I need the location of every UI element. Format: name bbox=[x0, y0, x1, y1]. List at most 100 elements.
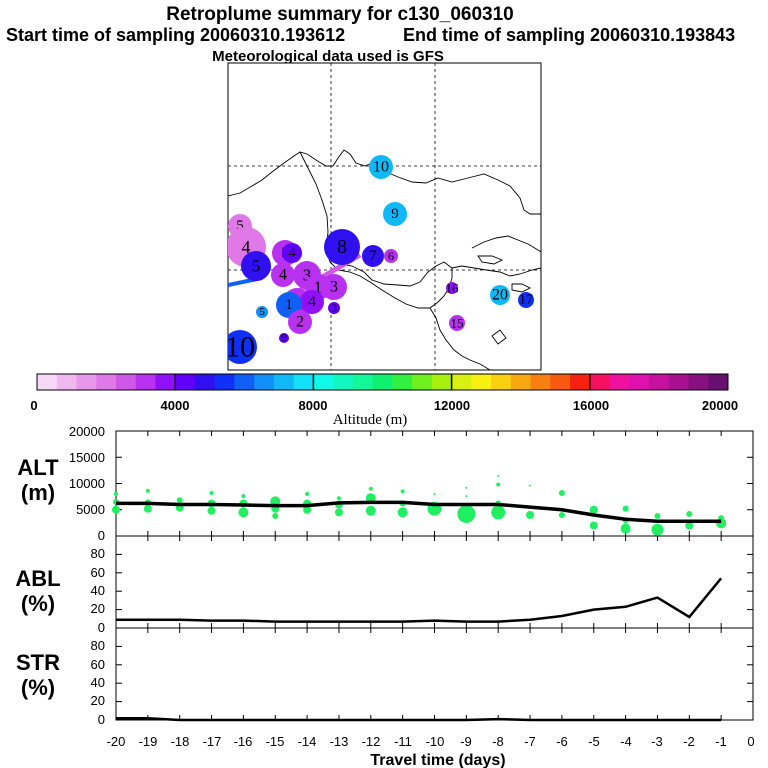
x-tick: -8 bbox=[492, 734, 504, 749]
colorbar-tick: 0 bbox=[30, 398, 37, 413]
colorbar-swatch bbox=[56, 374, 77, 390]
x-tick: -13 bbox=[330, 734, 349, 749]
abl-line bbox=[116, 577, 723, 623]
plume-circle-day-2 bbox=[288, 310, 312, 334]
colorbar-swatch bbox=[115, 374, 137, 390]
abl-ylabel: ABL bbox=[15, 566, 60, 591]
alt-scatter-point bbox=[491, 505, 506, 520]
alt-scatter-point bbox=[589, 505, 598, 514]
alt-scatter-point bbox=[241, 494, 246, 499]
plume-circle-day-3 bbox=[321, 274, 347, 300]
colorbar-tick: 20000 bbox=[702, 398, 738, 413]
plume-label-day-5: 5 bbox=[252, 257, 261, 276]
colorbar-swatch bbox=[609, 374, 630, 390]
figure-title: Retroplume summary for c130_060310 bbox=[166, 4, 513, 25]
colorbar-swatch bbox=[668, 374, 690, 390]
alt-scatter-point bbox=[145, 488, 150, 493]
x-tick: 0 bbox=[747, 734, 754, 749]
colorbar-swatch bbox=[372, 374, 393, 390]
alt-scatter-point bbox=[143, 504, 152, 513]
colorbar-swatch bbox=[649, 374, 670, 390]
met-data-label: Meteorological data used is GFS bbox=[212, 48, 444, 65]
plume-circle-day-4 bbox=[300, 290, 324, 314]
abl-ytick: 40 bbox=[91, 583, 105, 598]
colorbar-swatch bbox=[273, 374, 295, 390]
alt-scatter-point bbox=[685, 521, 694, 530]
colorbar-swatch bbox=[570, 374, 591, 390]
alt-scatter-point bbox=[112, 505, 120, 514]
colorbar-swatch bbox=[629, 374, 650, 390]
colorbar-swatch bbox=[293, 374, 314, 390]
alt-scatter-point bbox=[176, 497, 183, 504]
plume-label-day-4: 4 bbox=[288, 245, 296, 261]
colorbar-swatch bbox=[550, 374, 571, 390]
colorbar-swatch bbox=[194, 374, 216, 390]
x-tick: -20 bbox=[107, 734, 126, 749]
plume-circle-day-10 bbox=[228, 330, 257, 364]
plume-circle-day-8 bbox=[324, 229, 360, 265]
x-tick: -18 bbox=[171, 734, 190, 749]
colorbar-swatch bbox=[96, 374, 117, 390]
coastlines bbox=[228, 149, 541, 370]
colorbar-swatch bbox=[491, 374, 512, 390]
start-time-label: Start time of sampling 20060310.193612 bbox=[6, 25, 345, 45]
colorbar-swatch bbox=[175, 374, 196, 390]
alt-scatter-point bbox=[620, 523, 631, 534]
colorbar-swatch bbox=[234, 374, 255, 390]
colorbar-swatch bbox=[510, 374, 532, 390]
plume-label-day-1: 1 bbox=[314, 278, 323, 297]
str-ytick: 0 bbox=[98, 712, 105, 727]
alt-scatter-point bbox=[336, 496, 341, 501]
retroplume-map: 10 9 5 4 5 5 4 8 7 6 3 4 1 3 bbox=[227, 62, 542, 371]
colorbar-swatch bbox=[392, 374, 413, 390]
x-tick: -14 bbox=[298, 734, 317, 749]
plume-circle-day-4 bbox=[271, 263, 295, 287]
plume-label-day-4: 4 bbox=[242, 237, 251, 257]
colorbar-swatch bbox=[333, 374, 354, 390]
alt-scatter-point bbox=[238, 507, 249, 518]
plume-label-day-6: 6 bbox=[388, 249, 394, 263]
plume-label-day-16: 16 bbox=[446, 281, 460, 296]
alt-scatter-point bbox=[686, 510, 693, 517]
alt-ytick: 0 bbox=[98, 528, 105, 543]
x-tick: -15 bbox=[266, 734, 285, 749]
alt-scatter-point bbox=[209, 490, 214, 495]
str-panel-frame bbox=[115, 627, 754, 721]
str-line bbox=[116, 716, 722, 722]
alt-scatter-point bbox=[589, 521, 598, 530]
str-ylabel: STR bbox=[16, 650, 60, 675]
plume-circle-day-20 bbox=[490, 285, 510, 305]
plume-label-day-3: 3 bbox=[330, 279, 338, 296]
plume-label-day-5: 5 bbox=[236, 218, 244, 234]
plume-label-day-4: 4 bbox=[279, 267, 287, 284]
altitude-colorbar bbox=[36, 373, 729, 391]
plume-circle-day-17 bbox=[518, 292, 534, 308]
alt-ytick: 5000 bbox=[76, 502, 105, 517]
alt-scatter-point bbox=[365, 505, 376, 516]
str-yunit: (%) bbox=[21, 675, 55, 700]
colorbar-swatch bbox=[135, 374, 156, 390]
alt-scatter-point bbox=[397, 507, 408, 518]
alt-ytick: 10000 bbox=[69, 476, 105, 491]
colorbar-tick: 4000 bbox=[161, 398, 190, 413]
plume-label-day-10: 10 bbox=[373, 159, 389, 176]
alt-scatter-point bbox=[334, 508, 343, 517]
x-axis-label: Travel time (days) bbox=[370, 752, 505, 768]
plume-label-day-4: 4 bbox=[308, 294, 316, 311]
abl-ytick: 0 bbox=[98, 620, 105, 635]
colorbar-swatch bbox=[431, 374, 453, 390]
colorbar-swatch bbox=[352, 374, 374, 390]
plume-circle-day-3 bbox=[328, 302, 340, 314]
x-tick: -19 bbox=[139, 734, 158, 749]
colorbar-swatch bbox=[37, 374, 58, 390]
alt-scatter-point bbox=[368, 486, 373, 491]
colorbar-swatch bbox=[313, 374, 334, 390]
colorbar-swatch bbox=[155, 374, 176, 390]
plume-label-day-3: 3 bbox=[303, 266, 312, 285]
plume-circle-day-10 bbox=[369, 155, 393, 179]
alt-scatter-point bbox=[303, 505, 312, 514]
alt-ytick: 20000 bbox=[69, 424, 105, 439]
plume-circle-day-6 bbox=[384, 249, 398, 263]
plume-circle-day-4 bbox=[282, 243, 302, 263]
